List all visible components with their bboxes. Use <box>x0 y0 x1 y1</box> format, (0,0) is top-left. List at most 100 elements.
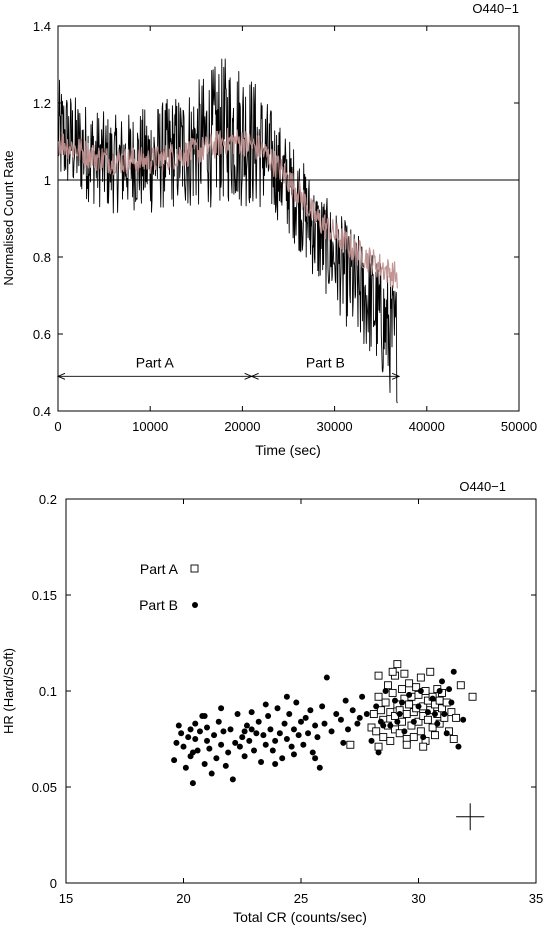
legend-label-part-a: Part A <box>140 561 179 577</box>
part-b-point <box>241 753 248 760</box>
part-b-point <box>265 712 272 719</box>
part-b-point <box>171 757 178 764</box>
part-b-point <box>290 751 297 758</box>
part-b-point <box>359 693 366 700</box>
part-b-point <box>215 718 222 725</box>
part-b-point <box>192 736 199 742</box>
part-b-point <box>312 722 319 729</box>
part-b-point <box>328 728 335 735</box>
part-b-point <box>300 741 307 748</box>
part-b-point <box>272 760 279 767</box>
part-b-point <box>185 734 192 741</box>
part-b-point <box>267 726 274 733</box>
part-b-point <box>279 755 286 762</box>
x-tick-label: 40000 <box>409 419 445 434</box>
part-b-point <box>443 730 450 737</box>
part-b-point <box>269 747 276 754</box>
part-b-point <box>439 678 445 685</box>
part-b-point <box>204 724 210 731</box>
error-bar-cross <box>456 803 485 831</box>
part-a-point <box>412 683 421 692</box>
part-b-point <box>220 728 227 735</box>
x-tick-label: 20000 <box>224 419 260 434</box>
part-a-point <box>393 660 402 669</box>
part-a-point <box>419 742 428 751</box>
part-a-point <box>374 671 383 680</box>
part-b-point <box>211 732 218 739</box>
part-a-point <box>435 696 444 705</box>
light-curve-chart: O440−1 0 10000 20000 30000 40000 500000.40.60… <box>1 1 537 458</box>
part-b-point <box>189 749 196 756</box>
part-a-point <box>346 740 355 749</box>
part-a-point <box>402 740 411 749</box>
part-b-point <box>396 711 403 718</box>
part-b-point <box>295 732 302 739</box>
part-b-point <box>175 722 182 729</box>
part-a-point <box>402 710 411 718</box>
chart1-series <box>57 58 519 404</box>
part-b-point <box>182 764 189 771</box>
part-b-point <box>229 776 236 783</box>
chart1-ticks: 0 10000 20000 30000 40000 50000 0.4 0.6 0.8 1 1.2 1… <box>33 19 537 434</box>
part-b-point <box>312 755 319 762</box>
part-b-point <box>201 712 208 719</box>
part-b-point <box>401 728 408 735</box>
y-tick-label: 0.15 <box>32 588 57 603</box>
part-a-point <box>388 667 397 676</box>
x-tick-label: 20 <box>176 891 190 906</box>
part-b-point <box>251 747 257 754</box>
chart2-ylabel: HR (Hard/Soft) <box>1 648 16 734</box>
y-tick-label: 0.6 <box>33 327 51 342</box>
x-tick-label: 30000 <box>317 419 353 434</box>
smoothed-count-rate-series <box>57 127 398 289</box>
part-b-point <box>323 674 330 681</box>
chart2-plot-frame <box>65 498 537 884</box>
part-b-point <box>281 720 288 727</box>
x-tick-label: 10000 <box>132 419 168 434</box>
part-b-point <box>283 736 290 742</box>
part-b-point <box>321 720 328 727</box>
part-b-point <box>218 741 225 748</box>
part-b-point <box>227 726 234 733</box>
part-b-point <box>436 688 443 694</box>
annotation-arrowhead-left <box>250 372 259 380</box>
part-a-point <box>416 727 425 736</box>
part-a-point <box>405 700 414 709</box>
part-a-point <box>409 733 418 742</box>
part-a-point <box>405 679 414 688</box>
part-a-point <box>398 685 406 694</box>
part-b-point <box>248 726 255 733</box>
chart2-legend: Part A Part B <box>139 561 199 613</box>
part-b-point <box>420 734 427 741</box>
part-b-point <box>196 728 203 735</box>
part-b-point <box>241 728 248 735</box>
part-b-point <box>302 714 309 721</box>
part-b-point <box>243 722 250 729</box>
part-b-point <box>236 743 243 750</box>
part-a-point <box>376 706 385 715</box>
y-tick-label: 0.8 <box>33 250 51 265</box>
part-a-point <box>426 667 435 676</box>
part-b-point <box>262 741 269 748</box>
y-tick-label: 0.1 <box>39 684 57 699</box>
chart1-plot-frame <box>57 25 520 412</box>
part-b-point <box>373 703 380 710</box>
part-b-point <box>314 734 321 741</box>
part-a-point <box>381 698 390 707</box>
part-b-point <box>448 699 455 706</box>
part-b-point <box>356 714 363 721</box>
part-a-point <box>423 715 432 724</box>
part-b-point <box>333 711 340 718</box>
part-b-point <box>340 739 347 746</box>
part-a-point <box>449 735 458 743</box>
part-a-point <box>388 688 397 697</box>
x-tick-label: 35 <box>529 891 543 906</box>
part-a-point <box>456 681 465 690</box>
legend-label-part-b: Part B <box>139 597 178 613</box>
part-b-point <box>274 705 281 712</box>
part-b-point <box>239 734 246 741</box>
part-b-point <box>415 703 422 710</box>
part-b-point <box>316 764 323 771</box>
part-b-point <box>305 730 312 737</box>
